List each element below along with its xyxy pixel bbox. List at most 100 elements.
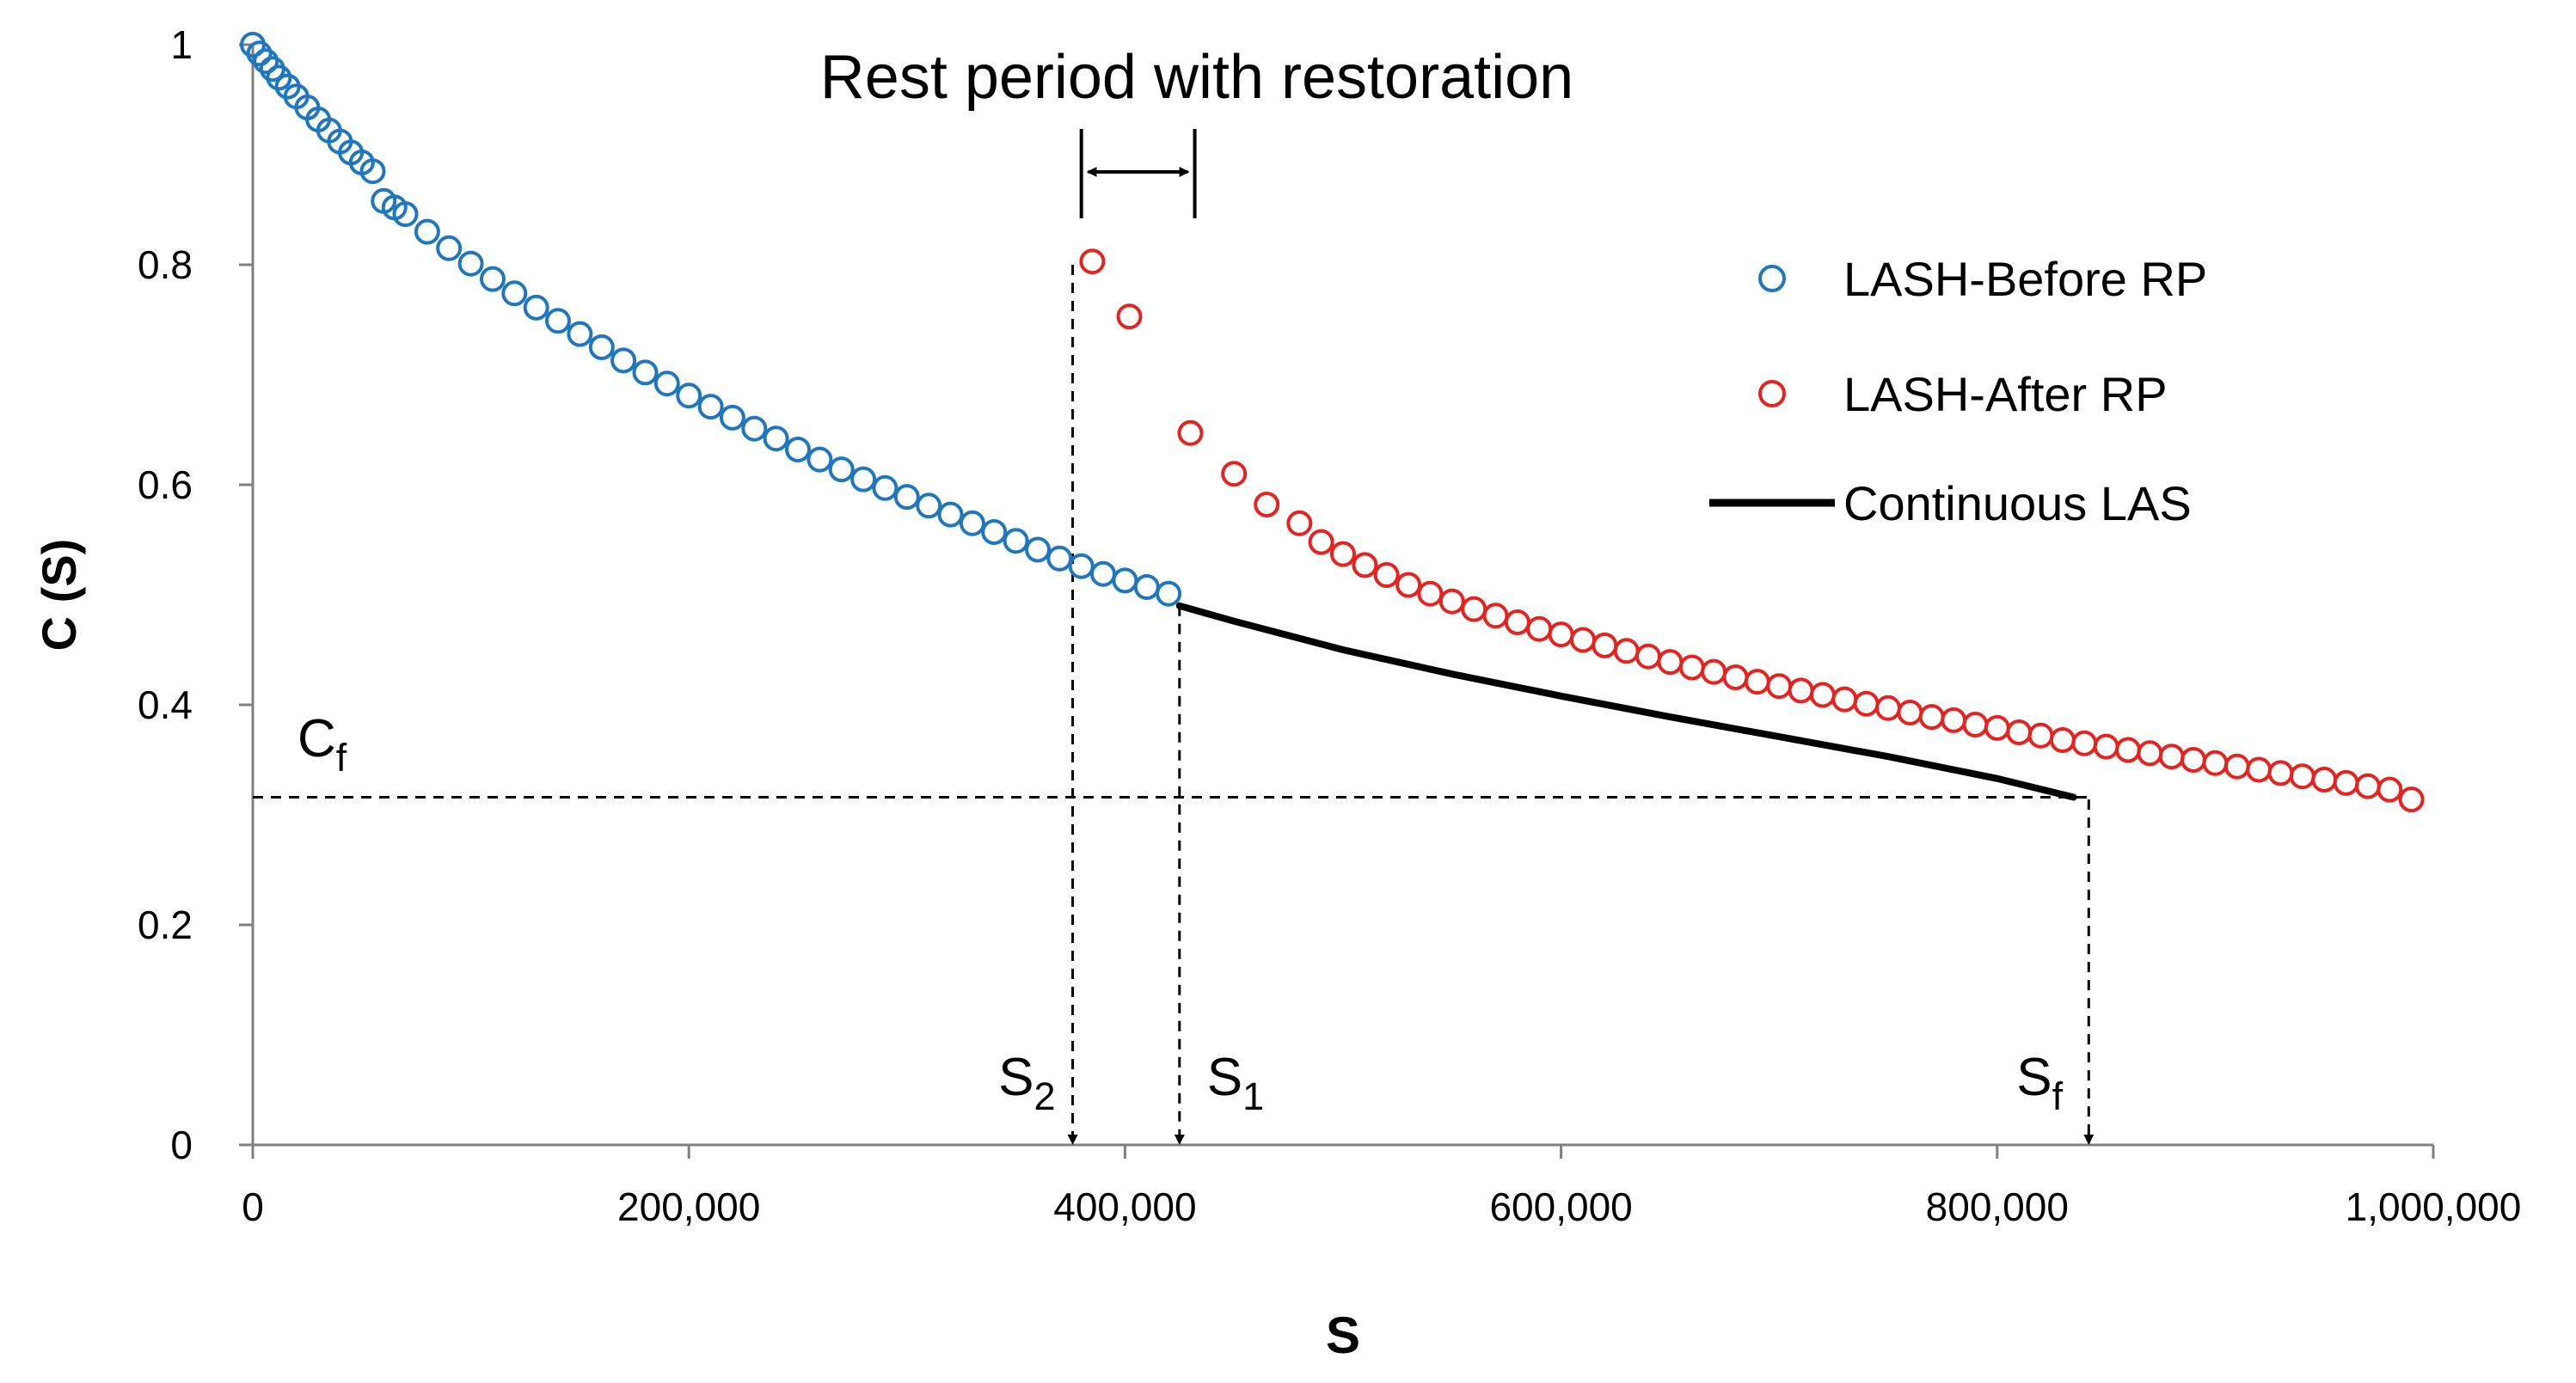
s1-label: S1 bbox=[1207, 1048, 1264, 1118]
data-point bbox=[1090, 560, 1116, 587]
data-point bbox=[2289, 763, 2315, 790]
x-tick-label: 600,000 bbox=[1489, 1184, 1632, 1229]
data-point bbox=[1701, 658, 1727, 685]
legend: LASH-Before RP LASH-After RP Continuous LA… bbox=[1709, 252, 2207, 530]
legend-marker-swatch bbox=[1758, 265, 1786, 292]
data-point bbox=[1352, 552, 1378, 578]
data-point bbox=[1918, 704, 1945, 731]
data-point bbox=[1722, 664, 1749, 690]
data-point bbox=[937, 501, 964, 528]
x-tick-label: 200,000 bbox=[617, 1184, 760, 1229]
data-point bbox=[436, 235, 463, 261]
data-point bbox=[2049, 727, 2076, 753]
legend-entry-1: LASH-Before RP bbox=[1758, 252, 2207, 306]
legend-label: LASH-Before RP bbox=[1843, 252, 2207, 306]
legend-entry-3: Continuous LAS bbox=[1709, 476, 2192, 530]
data-point bbox=[2311, 767, 2338, 792]
data-point bbox=[2137, 740, 2163, 767]
data-point bbox=[1003, 528, 1029, 554]
data-point bbox=[2202, 750, 2229, 776]
x-tick-label: 1,000,000 bbox=[2346, 1184, 2522, 1229]
data-point bbox=[523, 294, 549, 321]
data-point bbox=[1286, 510, 1313, 536]
cf-label-subscript: f bbox=[336, 736, 347, 780]
data-point bbox=[2398, 786, 2425, 813]
data-point bbox=[763, 425, 789, 452]
data-point bbox=[1068, 553, 1095, 579]
x-tick-label: 800,000 bbox=[1926, 1184, 2069, 1229]
data-point bbox=[959, 510, 985, 536]
data-point bbox=[1417, 580, 1444, 607]
data-point bbox=[1657, 649, 1684, 676]
data-point bbox=[2246, 756, 2272, 783]
data-point bbox=[414, 218, 440, 245]
data-point bbox=[1156, 580, 1182, 607]
legend-label: Continuous LAS bbox=[1843, 476, 2192, 530]
sf-label-subscript: f bbox=[2052, 1074, 2064, 1118]
series-1 bbox=[240, 32, 1182, 607]
data-point bbox=[1461, 596, 1487, 622]
data-point bbox=[480, 266, 506, 292]
data-point bbox=[1046, 545, 1073, 572]
s1-label-subscript: 1 bbox=[1242, 1074, 1264, 1118]
data-point bbox=[1254, 492, 1280, 517]
s2-label: S2 bbox=[998, 1048, 1055, 1118]
data-point bbox=[1112, 567, 1138, 594]
sf-label-base: S bbox=[2016, 1048, 2052, 1107]
data-point bbox=[828, 456, 855, 483]
data-point bbox=[2093, 733, 2119, 760]
y-axis-title: C (S) bbox=[32, 539, 86, 652]
data-point bbox=[1766, 673, 1793, 700]
data-point bbox=[545, 308, 571, 334]
data-point bbox=[567, 321, 593, 347]
data-point bbox=[719, 404, 745, 431]
x-tick-label: 0 bbox=[242, 1184, 264, 1229]
data-point bbox=[632, 359, 659, 386]
legend-entry-2: LASH-After RP bbox=[1758, 367, 2168, 421]
data-point bbox=[1079, 248, 1106, 275]
data-point bbox=[893, 484, 920, 511]
s1-label-base: S bbox=[1207, 1048, 1242, 1107]
data-point bbox=[1395, 572, 1422, 598]
data-point bbox=[1504, 609, 1530, 635]
data-point bbox=[1635, 643, 1661, 670]
axes: 0 200,000 400,000 600,000 800,000 1,000,000 0 0… bbox=[32, 22, 2521, 1364]
rest-period-label: Rest period with restoration bbox=[820, 43, 1573, 112]
data-point bbox=[1438, 588, 1465, 615]
data-point bbox=[981, 519, 1008, 545]
data-point bbox=[2006, 719, 2033, 745]
y-tick-label: 0.2 bbox=[138, 903, 193, 947]
data-point bbox=[1875, 695, 1901, 721]
data-point bbox=[253, 48, 279, 75]
data-point bbox=[392, 201, 419, 228]
data-point bbox=[1941, 707, 1967, 733]
data-point bbox=[1853, 690, 1880, 717]
data-point bbox=[2180, 747, 2206, 773]
data-point bbox=[359, 158, 386, 185]
data-point bbox=[1308, 529, 1334, 555]
data-point bbox=[2377, 776, 2403, 803]
data-point bbox=[1548, 621, 1574, 648]
data-point bbox=[1177, 419, 1204, 446]
data-point bbox=[850, 466, 877, 493]
legend-marker-swatch bbox=[1758, 380, 1786, 407]
y-tick-label: 0.6 bbox=[138, 462, 193, 507]
data-point bbox=[1744, 669, 1770, 695]
data-point bbox=[501, 280, 528, 307]
data-point bbox=[1570, 627, 1596, 653]
data-point bbox=[1831, 686, 1858, 713]
y-tick-label: 1 bbox=[170, 22, 193, 67]
annotation-lines bbox=[253, 129, 2095, 1145]
data-point bbox=[1897, 700, 1923, 725]
data-point bbox=[1678, 654, 1705, 681]
data-point bbox=[1984, 714, 2010, 741]
data-point bbox=[246, 40, 273, 67]
data-point bbox=[1526, 615, 1553, 642]
data-point bbox=[266, 64, 292, 91]
data-point bbox=[1116, 303, 1143, 330]
data-point bbox=[588, 334, 615, 360]
data-point bbox=[1592, 632, 1618, 658]
continuous-las-line bbox=[1175, 602, 2077, 801]
data-point bbox=[1025, 536, 1051, 563]
